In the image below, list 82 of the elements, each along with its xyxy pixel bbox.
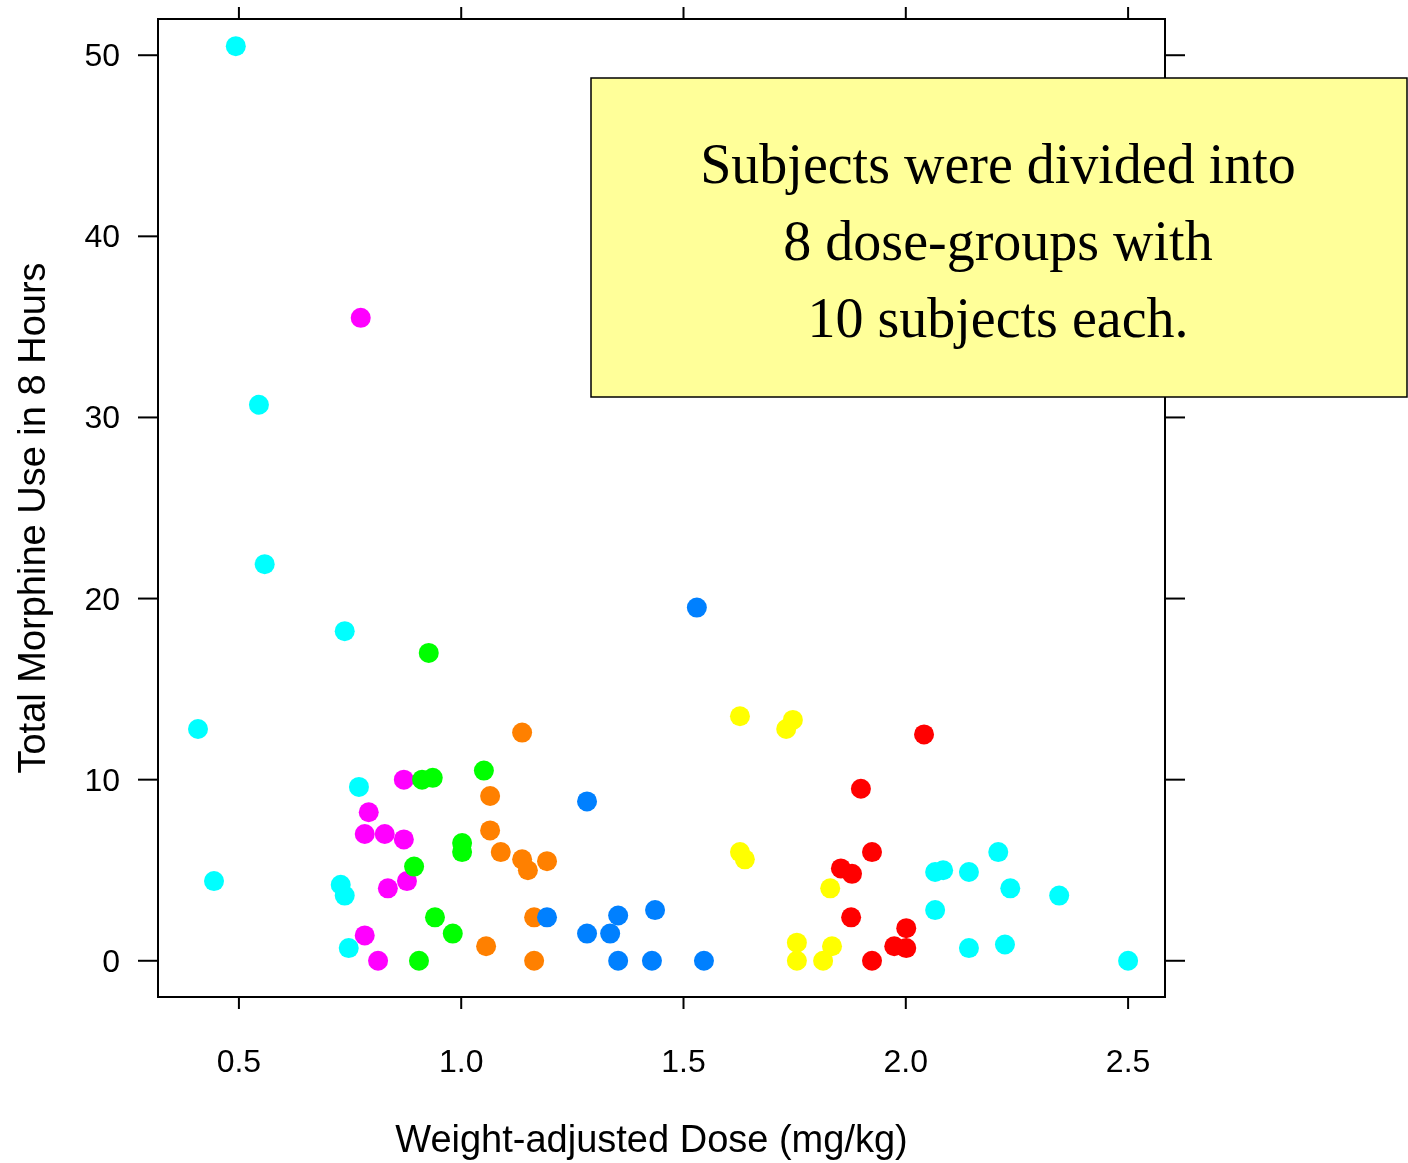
point — [933, 860, 954, 881]
point — [988, 842, 1009, 863]
y-tick-label: 50 — [84, 37, 120, 74]
point — [786, 950, 807, 971]
point — [862, 842, 883, 863]
point — [473, 760, 494, 781]
x-tick-label: 2.0 — [883, 1043, 929, 1079]
annotation: Subjects were divided into 8 dose-groups with 10 subjects each. — [700, 133, 1296, 349]
point — [393, 769, 414, 790]
point — [729, 706, 750, 727]
point — [850, 778, 871, 799]
point — [422, 767, 443, 788]
point — [813, 950, 834, 971]
point — [577, 791, 598, 812]
point — [577, 923, 598, 944]
point — [645, 900, 666, 921]
y-axis-title: Total Morphine Use in 8 Hours — [11, 262, 53, 774]
point — [608, 950, 629, 971]
point — [418, 642, 439, 663]
point — [377, 878, 398, 899]
point — [1000, 878, 1021, 899]
point — [994, 934, 1015, 955]
y-tick-label: 30 — [84, 399, 120, 436]
y-tick-label: 20 — [84, 580, 120, 617]
point — [896, 938, 917, 959]
point — [734, 849, 755, 870]
point — [338, 938, 359, 959]
point — [480, 785, 501, 806]
point — [334, 621, 355, 642]
point — [925, 900, 946, 921]
y-tick-label: 40 — [84, 218, 120, 255]
point — [424, 907, 445, 928]
point — [254, 554, 275, 575]
point — [524, 950, 545, 971]
point — [188, 718, 209, 739]
point — [641, 950, 662, 971]
point — [693, 950, 714, 971]
point — [225, 36, 246, 57]
point — [517, 860, 538, 881]
point — [608, 905, 629, 926]
point — [408, 950, 429, 971]
point — [368, 950, 389, 971]
point — [404, 856, 425, 877]
point — [537, 907, 558, 928]
point — [862, 950, 883, 971]
point — [204, 871, 225, 892]
point — [374, 824, 395, 844]
point — [600, 923, 621, 944]
y-tick-label: 10 — [84, 761, 120, 798]
x-tick-label: 2.5 — [1105, 1043, 1151, 1079]
point — [442, 923, 463, 944]
point — [354, 824, 375, 844]
point — [512, 722, 533, 743]
point — [686, 597, 707, 618]
point — [393, 829, 414, 850]
point — [842, 863, 863, 884]
point — [786, 932, 807, 953]
point — [358, 802, 379, 823]
point — [896, 918, 917, 939]
point — [776, 718, 797, 739]
point — [490, 842, 511, 863]
point — [537, 851, 558, 872]
point — [914, 724, 935, 745]
point — [334, 885, 355, 906]
point — [476, 936, 497, 957]
point — [841, 907, 862, 928]
point — [958, 938, 979, 959]
point — [958, 862, 979, 883]
point — [820, 878, 841, 899]
x-tick-label: 1.5 — [661, 1043, 706, 1079]
point — [822, 936, 842, 957]
point — [1049, 885, 1070, 906]
x-tick-label: 1.0 — [438, 1043, 484, 1079]
x-axis-title: Weight-adjusted Dose (mg/kg) — [395, 1118, 908, 1160]
point — [248, 394, 269, 415]
point — [348, 776, 369, 797]
point — [1118, 950, 1139, 971]
y-tick-label: 0 — [102, 942, 120, 979]
point — [350, 307, 371, 328]
point — [480, 820, 501, 841]
x-tick-label: 0.5 — [216, 1043, 262, 1079]
point — [354, 925, 375, 946]
